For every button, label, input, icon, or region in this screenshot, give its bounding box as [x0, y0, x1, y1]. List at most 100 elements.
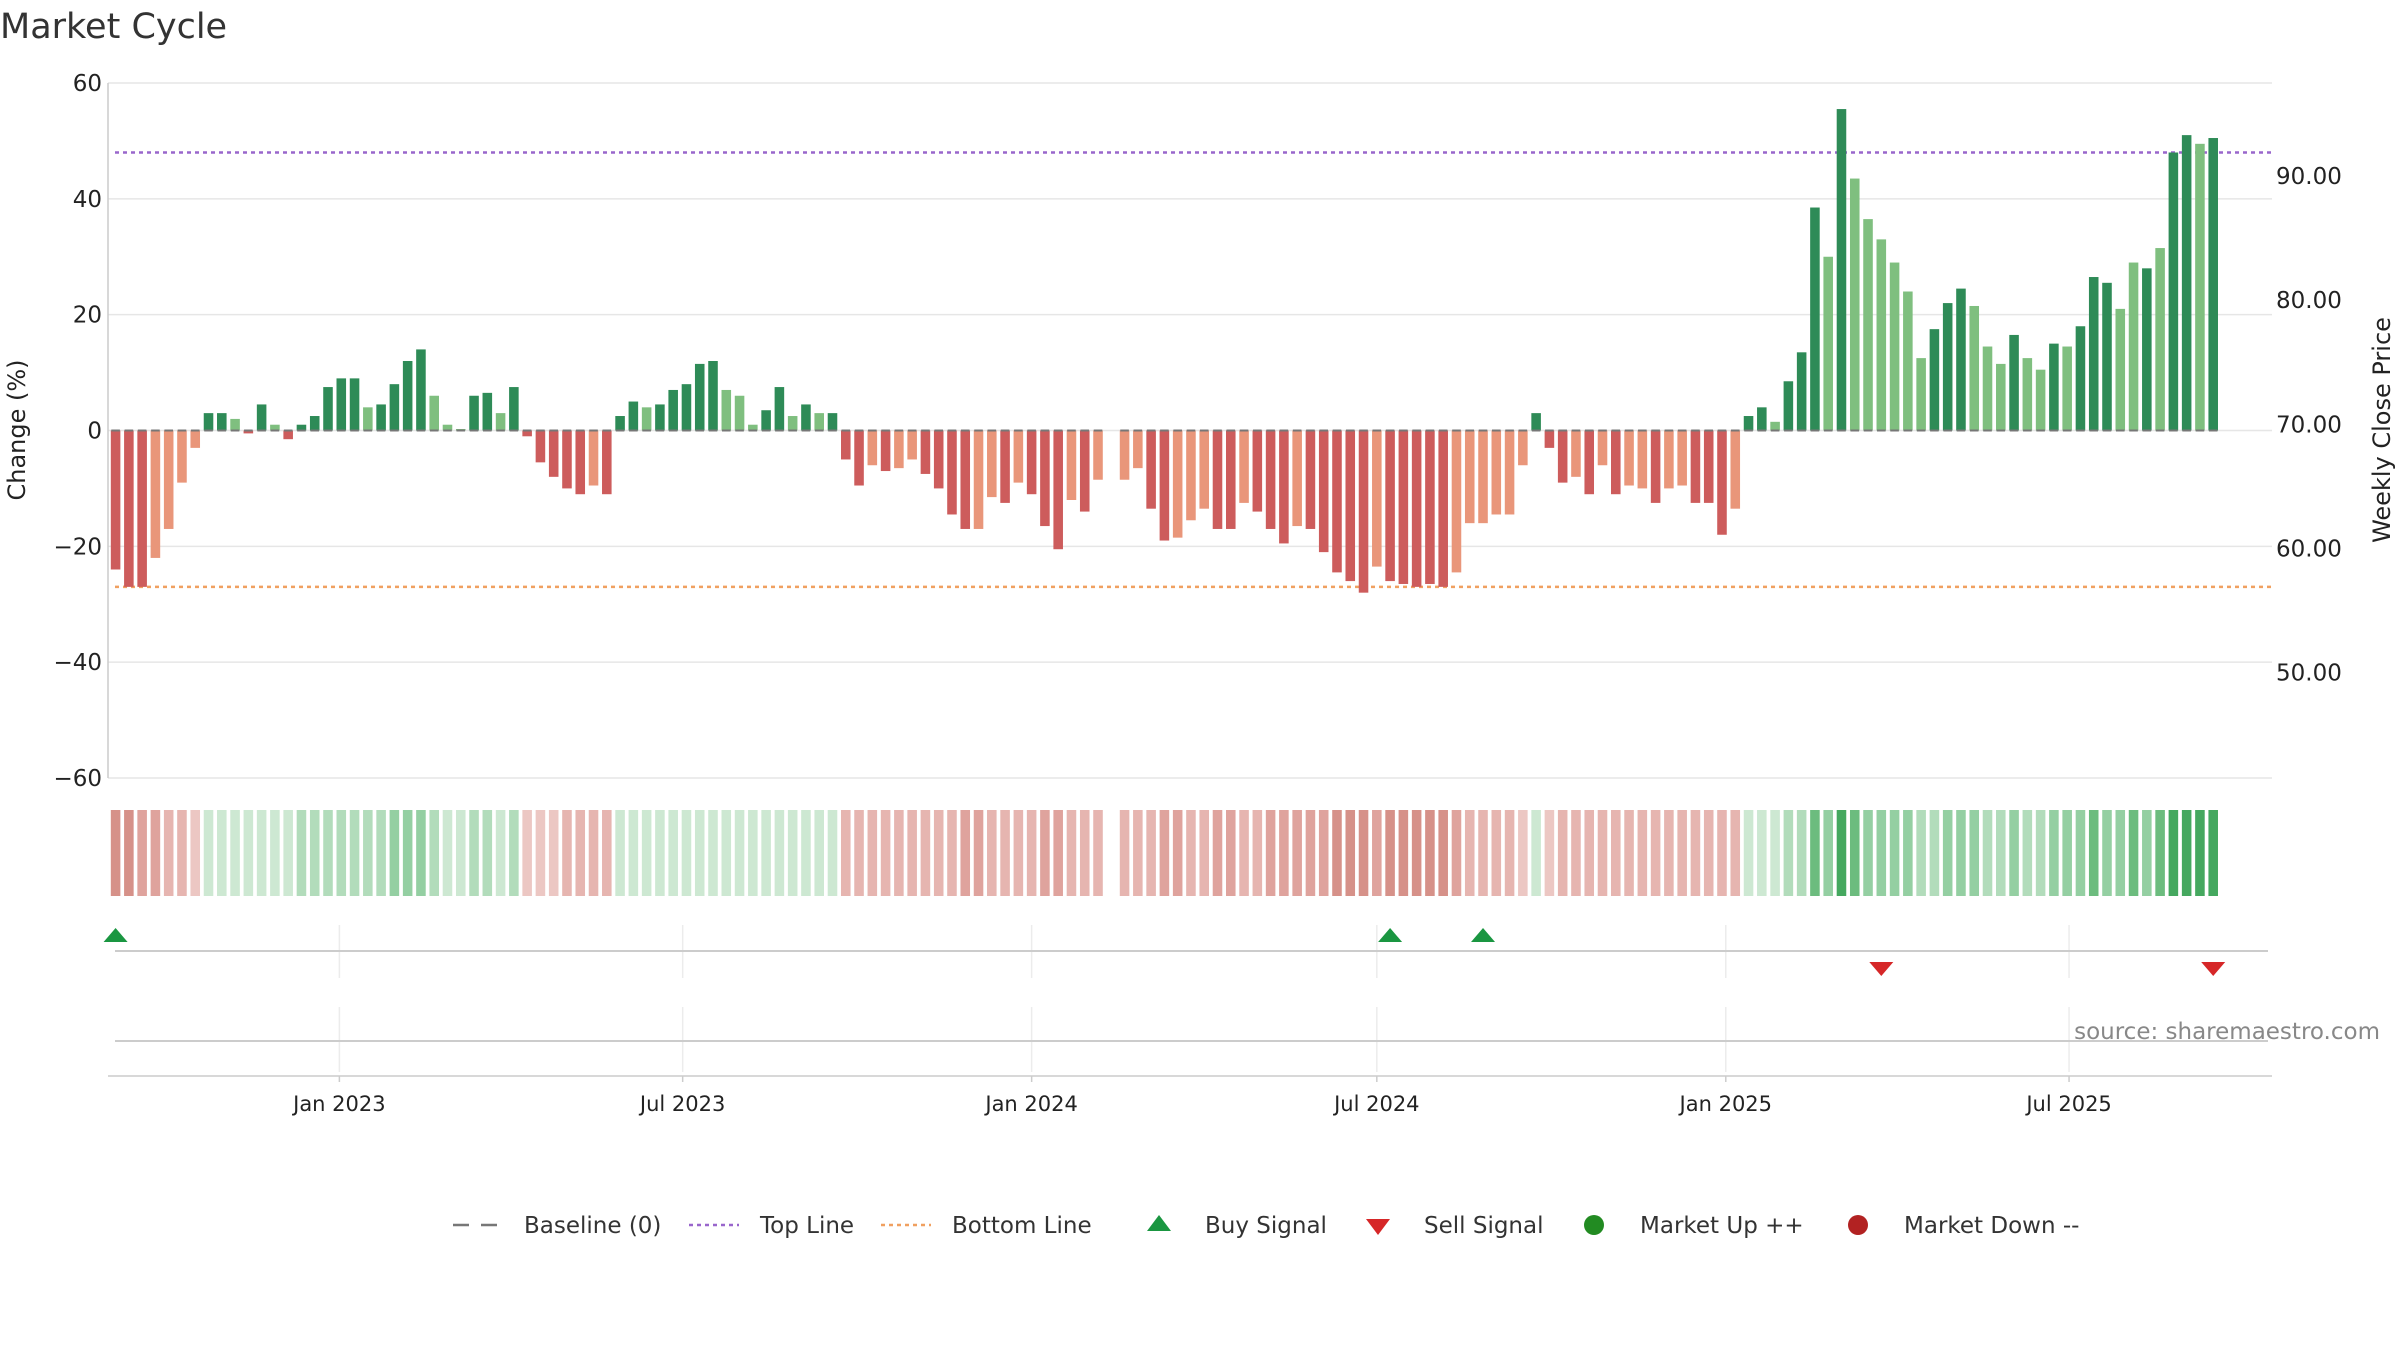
legend-label: Top Line — [759, 1213, 854, 1239]
sell-signal-marker — [1869, 962, 1894, 976]
heat-cell — [1385, 810, 1395, 896]
change-bar — [203, 413, 214, 431]
change-bar — [973, 430, 984, 529]
change-bar — [243, 430, 254, 434]
change-bar — [1942, 303, 1953, 431]
heat-cell — [1982, 810, 1993, 896]
heat-cell — [1358, 810, 1369, 896]
heat-cell — [442, 810, 453, 896]
heat-cell — [1199, 810, 1210, 896]
change-bar — [2115, 308, 2126, 431]
heat-cell — [1969, 810, 1980, 896]
heat-cell — [1013, 810, 1024, 896]
change-bar — [668, 389, 678, 431]
change-bar — [1982, 346, 1993, 431]
heat-cell — [1318, 810, 1329, 896]
heat-cell — [1664, 810, 1674, 896]
heat-cell — [615, 810, 625, 896]
change-bar — [1637, 430, 1648, 489]
source-text: source: sharemaestro.com — [2074, 1019, 2380, 1045]
heat-cell — [1345, 810, 1356, 896]
heat-cell — [1942, 810, 1953, 896]
y-tick-label: −20 — [53, 534, 102, 560]
heat-cell — [1305, 810, 1316, 896]
heat-cell — [402, 810, 413, 896]
left-axis: 60 40 20 0 −20 −40 −60 — [53, 71, 102, 792]
change-bar — [708, 361, 718, 431]
heat-cell — [2022, 810, 2033, 896]
legend-item: Top Line — [689, 1213, 854, 1239]
change-bar — [1385, 430, 1395, 582]
heat-cell — [827, 810, 838, 896]
change-bar — [1026, 430, 1037, 495]
heat-cell — [137, 810, 147, 896]
heat-cell — [1411, 810, 1422, 896]
heat-cell — [1518, 810, 1528, 896]
heat-cell — [1584, 810, 1595, 896]
change-bar — [163, 430, 174, 529]
heat-cell — [708, 810, 718, 896]
change-bar — [1438, 430, 1448, 587]
heat-cell — [1571, 810, 1581, 896]
heat-cell — [641, 810, 652, 896]
heat-cell — [2128, 810, 2139, 896]
heat-cell — [1531, 810, 1541, 896]
heat-cell — [1119, 810, 1130, 896]
change-bar — [1146, 430, 1156, 509]
heat-cell — [1225, 810, 1236, 896]
heat-cell — [2115, 810, 2126, 896]
heat-cell — [2062, 810, 2072, 896]
change-bar — [296, 424, 307, 431]
change-bar — [309, 416, 320, 431]
change-bar — [1624, 430, 1634, 486]
change-bar — [1597, 430, 1608, 466]
legend-sell-icon — [1366, 1219, 1390, 1235]
change-bar — [1093, 430, 1103, 480]
legend: Baseline (0) Top Line Bottom Line Buy Signa… — [453, 1213, 2079, 1239]
heat-cell — [1504, 810, 1515, 896]
change-bar — [1372, 430, 1382, 567]
heat-cell — [1690, 810, 1701, 896]
heat-cell — [774, 810, 785, 896]
change-bar — [1292, 430, 1302, 527]
heat-cell — [2009, 810, 2019, 896]
change-bar — [1425, 430, 1435, 584]
heat-cell — [721, 810, 732, 896]
heat-cell — [880, 810, 891, 896]
change-bar — [1186, 430, 1196, 521]
heat-cell — [163, 810, 174, 896]
heat-cell — [416, 810, 426, 896]
x-tick-label: Jul 2024 — [1332, 1092, 1419, 1116]
heat-cell — [1849, 810, 1860, 896]
y-axis-left-label: Change (%) — [3, 359, 31, 500]
change-bar — [681, 384, 692, 431]
heat-cell — [602, 810, 612, 896]
heat-cell — [854, 810, 864, 896]
change-bar — [1836, 109, 1847, 431]
change-bar — [336, 378, 347, 431]
change-bar — [363, 407, 373, 431]
legend-label: Market Up ++ — [1640, 1213, 1804, 1239]
change-bar — [1199, 430, 1210, 509]
heat-cell — [243, 810, 254, 896]
heat-cell — [256, 810, 267, 896]
heat-cell — [1172, 810, 1183, 896]
heat-cell — [1053, 810, 1063, 896]
change-bar — [734, 395, 745, 431]
heat-cell — [270, 810, 280, 896]
heat-cell — [1292, 810, 1302, 896]
legend-item: Market Down -- — [1848, 1213, 2079, 1239]
change-bar — [894, 430, 904, 469]
y-axis-right-label: Weekly Close Price — [2368, 317, 2396, 543]
change-bar — [562, 430, 572, 489]
y-right-tick-label: 60.00 — [2276, 536, 2342, 562]
heat-cell — [1611, 810, 1621, 896]
heat-cell — [2088, 810, 2099, 896]
change-bar — [1770, 421, 1780, 431]
change-bar — [1358, 430, 1369, 593]
change-bar — [1172, 430, 1183, 538]
change-bar — [1079, 430, 1090, 512]
change-bar — [469, 395, 479, 431]
heat-cell — [376, 810, 386, 896]
